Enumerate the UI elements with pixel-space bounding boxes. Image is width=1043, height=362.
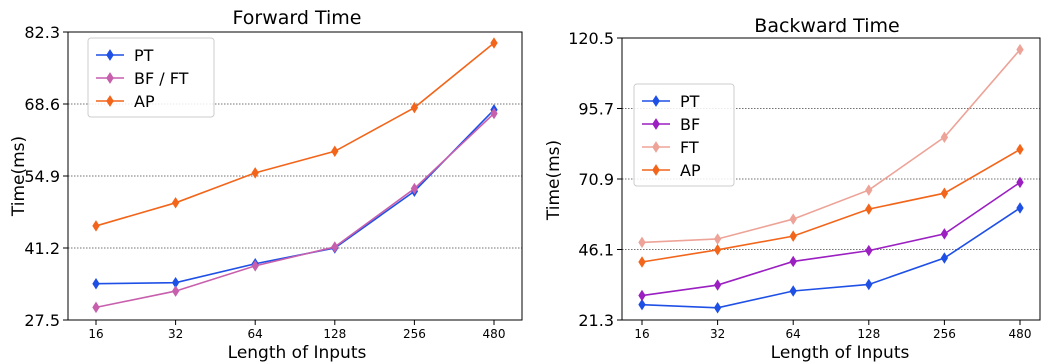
- x-tick-label: 480: [1009, 327, 1032, 341]
- x-tick-label: 16: [88, 327, 103, 341]
- y-tick-label: 21.3: [578, 311, 614, 330]
- y-tick-label: 46.1: [578, 241, 614, 260]
- data-point-marker: [92, 220, 100, 232]
- y-axis-label: Time(ms): [9, 136, 29, 217]
- series-line: [641, 181, 1021, 297]
- plot-frame: [621, 37, 1041, 321]
- data-point-marker: [1016, 143, 1024, 156]
- legend-marker: [652, 118, 660, 130]
- x-tick-label: 256: [403, 327, 426, 341]
- legend-label: AP: [134, 92, 155, 111]
- data-point-marker: [789, 285, 797, 297]
- chart-title: Backward Time: [754, 15, 899, 37]
- y-tick-label: 120.5: [568, 29, 614, 48]
- legend-marker: [652, 95, 660, 107]
- series-line: [641, 148, 1021, 263]
- data-point-marker: [865, 244, 873, 257]
- x-tick-label: 16: [634, 327, 649, 341]
- data-point-marker: [713, 279, 722, 291]
- data-point-marker: [490, 107, 498, 120]
- y-tick-label: 54.9: [24, 167, 60, 186]
- plot-frame: [67, 31, 523, 321]
- data-point-marker: [789, 213, 797, 225]
- x-tick-label: 32: [710, 327, 725, 341]
- data-point-marker: [713, 244, 722, 256]
- data-point-marker: [251, 260, 259, 272]
- legend-box: [633, 83, 735, 187]
- x-axis-label: Length of Inputs: [771, 343, 910, 362]
- data-point-marker: [490, 37, 498, 49]
- data-point-marker: [410, 182, 419, 195]
- data-point-marker: [331, 145, 339, 158]
- series-line: [641, 49, 1021, 244]
- legend-marker: [106, 72, 114, 84]
- data-point-marker: [1016, 202, 1024, 214]
- data-point-marker: [410, 101, 419, 114]
- legend-box: [87, 37, 215, 118]
- x-tick-label: 64: [248, 327, 263, 341]
- x-axis-label: Length of Inputs: [228, 343, 367, 362]
- y-tick-label: 41.2: [24, 239, 60, 258]
- series-line: [95, 112, 495, 309]
- chart-title: Forward Time: [233, 7, 362, 29]
- y-tick-label: 95.7: [578, 100, 614, 119]
- data-point-marker: [713, 302, 722, 314]
- legend-label: FT: [680, 138, 699, 157]
- data-point-marker: [1016, 43, 1024, 56]
- x-tick-label: 64: [786, 327, 801, 341]
- data-point-marker: [789, 255, 797, 268]
- x-tick-label: 256: [933, 327, 956, 341]
- data-point-marker: [638, 256, 646, 268]
- data-point-marker: [638, 236, 646, 249]
- legend-label: PT: [680, 92, 700, 111]
- y-axis-label: Time(ms): [544, 140, 564, 221]
- legend-marker: [106, 95, 114, 107]
- series-line: [95, 109, 495, 285]
- x-tick-label: 128: [323, 327, 346, 341]
- legend-label: BF: [680, 115, 700, 134]
- forward-time-chart: Forward Time Length of Inputs Time(ms) 2…: [9, 7, 523, 362]
- series-line: [95, 42, 495, 227]
- y-tick-label: 82.3: [24, 23, 60, 42]
- legend-label: BF / FT: [134, 69, 189, 88]
- data-point-marker: [940, 131, 949, 143]
- data-point-marker: [92, 301, 100, 314]
- data-point-marker: [171, 285, 180, 297]
- series-line: [641, 207, 1021, 309]
- legend-label: PT: [134, 46, 154, 65]
- data-point-marker: [940, 187, 949, 199]
- data-point-marker: [251, 167, 259, 179]
- x-tick-label: 32: [168, 327, 183, 341]
- data-point-marker: [940, 252, 949, 264]
- x-tick-label: 128: [857, 327, 880, 341]
- y-tick-label: 70.9: [578, 170, 614, 189]
- data-point-marker: [638, 289, 646, 302]
- data-point-marker: [789, 230, 797, 242]
- backward-time-chart: Backward Time Length of Inputs Time(ms) …: [544, 15, 1041, 362]
- data-point-marker: [865, 203, 873, 215]
- data-point-marker: [92, 277, 100, 290]
- data-point-marker: [865, 184, 873, 196]
- data-point-marker: [940, 228, 949, 240]
- data-point-marker: [865, 278, 873, 291]
- data-point-marker: [1016, 176, 1024, 189]
- legend-marker: [652, 141, 660, 153]
- x-tick-label: 480: [483, 327, 506, 341]
- legend-marker: [652, 164, 660, 176]
- legend-marker: [106, 49, 114, 61]
- data-point-marker: [331, 241, 339, 253]
- data-point-marker: [638, 298, 646, 311]
- data-point-marker: [171, 197, 180, 209]
- legend-label: AP: [680, 161, 701, 180]
- y-tick-label: 68.6: [24, 95, 60, 114]
- data-point-marker: [713, 233, 722, 245]
- y-tick-label: 27.5: [24, 311, 60, 330]
